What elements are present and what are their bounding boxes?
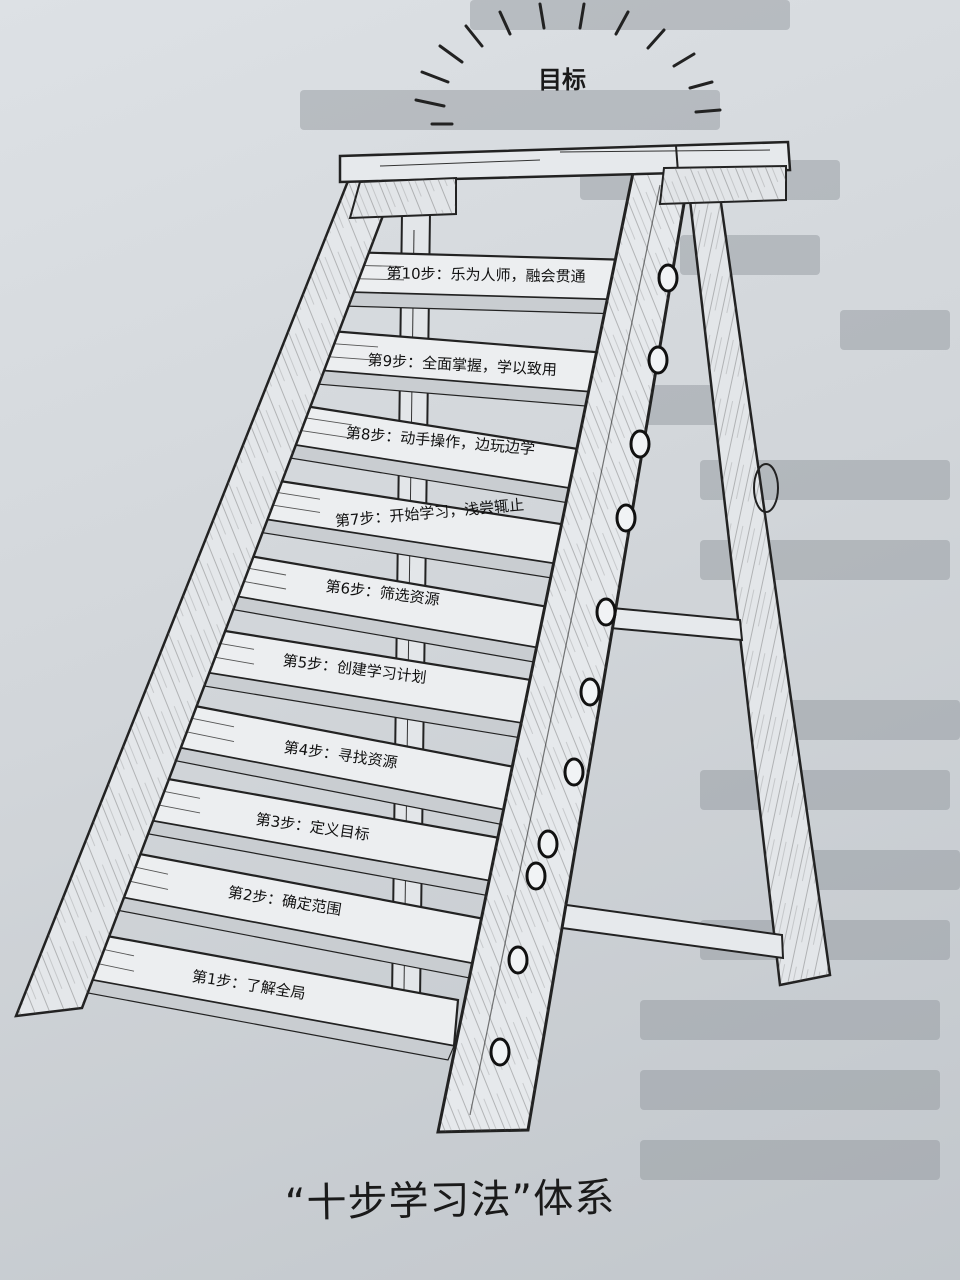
- rail-hole: [507, 945, 529, 975]
- rail-holes: [489, 263, 679, 1067]
- step-grain: [301, 416, 353, 426]
- step-8: 第8步：动手操作，边玩边学: [286, 402, 612, 509]
- rail-hole: [629, 429, 651, 459]
- step-6: 第6步：筛选资源: [220, 550, 580, 669]
- rail-hole: [537, 829, 559, 859]
- top-block-right: [658, 164, 787, 206]
- top-block-left: [348, 176, 457, 220]
- step-3: 第3步：定义目标: [134, 772, 502, 897]
- rail-hole: [489, 1037, 511, 1067]
- step-grain: [353, 278, 405, 281]
- goal-label: 目标: [538, 66, 586, 94]
- goal-rays: [414, 2, 722, 126]
- step-label: 第10步：乐为人师，融会贯通: [386, 264, 585, 285]
- step-grain: [327, 342, 379, 348]
- step-5: 第5步：创建学习计划: [188, 624, 558, 743]
- back-leg-right: [688, 194, 832, 987]
- step-grain: [269, 504, 321, 513]
- step-10: 第10步：乐为人师，融会贯通: [338, 250, 634, 315]
- steps-group: 第1步：了解全局第2步：确定范围第3步：定义目标第4步：寻找资源第5步：创建学习…: [68, 250, 634, 1061]
- step-grain: [327, 356, 379, 361]
- rail-hole: [657, 263, 679, 293]
- step-7: 第7步：开始学习，浅尝辄止: [254, 476, 602, 585]
- step-grain: [183, 730, 235, 742]
- rail-hole: [525, 861, 547, 891]
- rail-hole: [563, 757, 585, 787]
- rail-hole: [647, 345, 669, 375]
- step-9: 第9步：全面掌握，学以致用: [312, 328, 622, 409]
- cross-brace-lower: [538, 900, 785, 960]
- step-4: 第4步：寻找资源: [168, 700, 532, 829]
- cross-brace-upper: [608, 606, 744, 642]
- step-1: 第1步：了解全局: [68, 928, 460, 1061]
- step-grain: [301, 430, 353, 439]
- rail-hole: [595, 597, 617, 627]
- rail-hole: [579, 677, 601, 707]
- rail-hole: [615, 503, 637, 533]
